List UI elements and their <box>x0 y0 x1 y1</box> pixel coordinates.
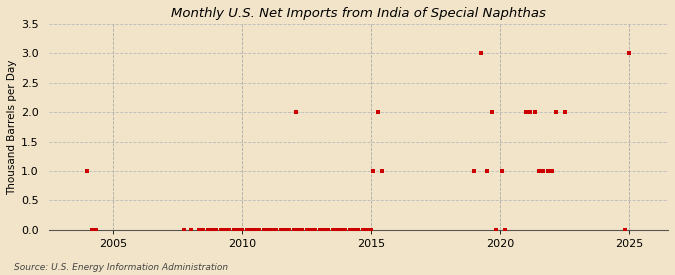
Point <box>491 228 502 232</box>
Point <box>263 228 273 232</box>
Point <box>366 228 377 232</box>
Point <box>525 110 536 114</box>
Point <box>340 228 351 232</box>
Point <box>185 228 196 232</box>
Point <box>327 228 338 232</box>
Point <box>280 228 291 232</box>
Point <box>219 228 230 232</box>
Point <box>293 228 304 232</box>
Point <box>344 228 355 232</box>
Point <box>241 228 252 232</box>
Point <box>237 228 248 232</box>
Point <box>290 110 301 114</box>
Point <box>560 110 570 114</box>
Point <box>86 228 97 232</box>
Point <box>232 228 243 232</box>
Point <box>538 169 549 173</box>
Point <box>215 228 226 232</box>
Point <box>529 110 540 114</box>
Point <box>211 228 222 232</box>
Point <box>361 228 372 232</box>
Point <box>353 228 364 232</box>
Point <box>288 228 299 232</box>
Title: Monthly U.S. Net Imports from India of Special Naphthas: Monthly U.S. Net Imports from India of S… <box>171 7 546 20</box>
Point <box>82 169 92 173</box>
Point <box>306 228 317 232</box>
Point <box>368 169 379 173</box>
Point <box>497 169 508 173</box>
Point <box>271 228 282 232</box>
Point <box>542 169 553 173</box>
Point <box>194 228 205 232</box>
Point <box>357 228 368 232</box>
Point <box>179 228 190 232</box>
Text: Source: U.S. Energy Information Administration: Source: U.S. Energy Information Administ… <box>14 263 227 272</box>
Point <box>348 228 359 232</box>
Point <box>90 228 101 232</box>
Point <box>620 228 630 232</box>
Point <box>250 228 261 232</box>
Point <box>275 228 286 232</box>
Point <box>551 110 562 114</box>
Point <box>482 169 493 173</box>
Point <box>323 228 333 232</box>
Point <box>202 228 213 232</box>
Point <box>224 228 235 232</box>
Point <box>319 228 329 232</box>
Point <box>310 228 321 232</box>
Point <box>520 110 531 114</box>
Point <box>284 228 295 232</box>
Point <box>624 51 634 56</box>
Y-axis label: Thousand Barrels per Day: Thousand Barrels per Day <box>7 59 17 194</box>
Point <box>198 228 209 232</box>
Point <box>377 169 387 173</box>
Point <box>259 228 269 232</box>
Point <box>487 110 497 114</box>
Point <box>267 228 278 232</box>
Point <box>245 228 256 232</box>
Point <box>297 228 308 232</box>
Point <box>547 169 558 173</box>
Point <box>373 110 383 114</box>
Point <box>469 169 480 173</box>
Point <box>475 51 486 56</box>
Point <box>534 169 545 173</box>
Point <box>331 228 342 232</box>
Point <box>207 228 217 232</box>
Point <box>228 228 239 232</box>
Point <box>254 228 265 232</box>
Point <box>500 228 510 232</box>
Point <box>314 228 325 232</box>
Point <box>335 228 346 232</box>
Point <box>301 228 312 232</box>
